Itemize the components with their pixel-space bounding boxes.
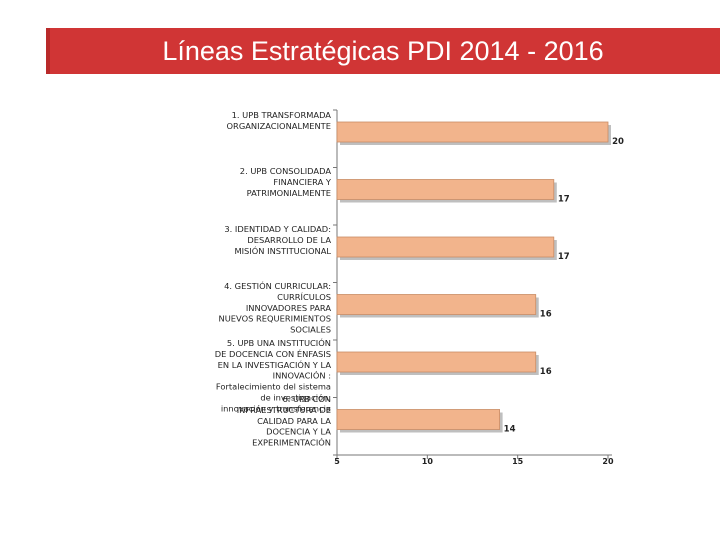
category-label-line: 6. UPB CON <box>283 394 332 404</box>
bar <box>336 179 555 200</box>
category-label: 5. UPB UNA INSTITUCIÓN DE DOCENCIA CON ÉN… <box>215 337 332 413</box>
category-label-line: SOCIALES <box>290 325 331 335</box>
category-label-line: 5. UPB UNA INSTITUCIÓN <box>227 337 331 348</box>
category-label-line: DOCENCIA Y LA <box>266 427 331 437</box>
category-label-line: ORGANIZACIONALMENTE <box>227 121 331 131</box>
bar <box>336 236 555 258</box>
data-label: 20 <box>612 137 624 147</box>
category-label-line: MISIÓN INSTITUCIONAL <box>234 245 331 256</box>
x-tick-label: 10 <box>422 457 434 466</box>
category-label-line: 1. UPB TRANSFORMADA <box>232 110 332 120</box>
category-label-line: INFRAESTRUCTURA DE <box>237 405 331 415</box>
bar <box>336 121 609 143</box>
category-label-line: DE DOCENCIA CON ÉNFASIS <box>215 348 331 359</box>
category-label-line: FINANCIERA Y <box>273 177 332 187</box>
data-label: 17 <box>558 195 570 205</box>
category-label-line: NUEVOS REQUERIMIENTOS <box>219 314 331 324</box>
category-label: 6. UPB CON INFRAESTRUCTURA DE CALIDAD PARA… <box>237 394 332 448</box>
category-label: 1. UPB TRANSFORMADA ORGANIZACIONALMENTE <box>227 110 332 131</box>
category-label-line: INNOVACIÓN : <box>273 370 331 381</box>
data-label: 17 <box>558 252 570 262</box>
category-label-line: innovación y transferencia <box>221 403 331 413</box>
page-title: Líneas Estratégicas PDI 2014 - 2016 <box>162 36 604 66</box>
category-label-line: EXPERIMENTACIÓN <box>252 437 331 448</box>
x-tick-label: 5 <box>334 457 340 466</box>
category-label-line: 2. UPB CONSOLIDADA <box>240 166 332 176</box>
category-label: 2. UPB CONSOLIDADA FINANCIERA Y PATRIMONIA… <box>240 166 332 198</box>
category-label-line: CALIDAD PARA LA <box>257 416 331 426</box>
category-label: 4. GESTIÓN CURRICULAR: CURRÍCULOS INNOVADO… <box>219 280 332 335</box>
data-label: 16 <box>540 367 552 377</box>
bar <box>336 409 501 430</box>
category-label-line: de investigación, <box>260 393 331 403</box>
category-label-line: INNOVADORES PARA <box>246 303 331 313</box>
bar <box>336 294 537 315</box>
category-label-line: DESARROLLO DE LA <box>247 235 331 245</box>
category-label-line: EN LA INVESTIGACIÓN Y LA <box>218 359 332 370</box>
category-label: 3. IDENTIDAD Y CALIDAD: DESARROLLO DE LA M… <box>224 224 331 256</box>
bar <box>336 351 537 373</box>
data-label: 14 <box>504 425 516 435</box>
category-label-line: Fortalecimiento del sistema <box>216 382 331 392</box>
category-label-line: PATRIMONIALMENTE <box>247 188 331 198</box>
category-label-line: CURRÍCULOS <box>277 291 331 302</box>
data-label: 16 <box>540 310 552 320</box>
title-bar-shade <box>46 28 50 74</box>
category-label-line: 3. IDENTIDAD Y CALIDAD: <box>224 224 331 234</box>
x-tick-label: 15 <box>512 457 524 466</box>
x-tick-label: 20 <box>602 457 614 466</box>
category-label-line: 4. GESTIÓN CURRICULAR: <box>224 280 331 291</box>
title-bar: Líneas Estratégicas PDI 2014 - 2016 <box>46 28 720 74</box>
